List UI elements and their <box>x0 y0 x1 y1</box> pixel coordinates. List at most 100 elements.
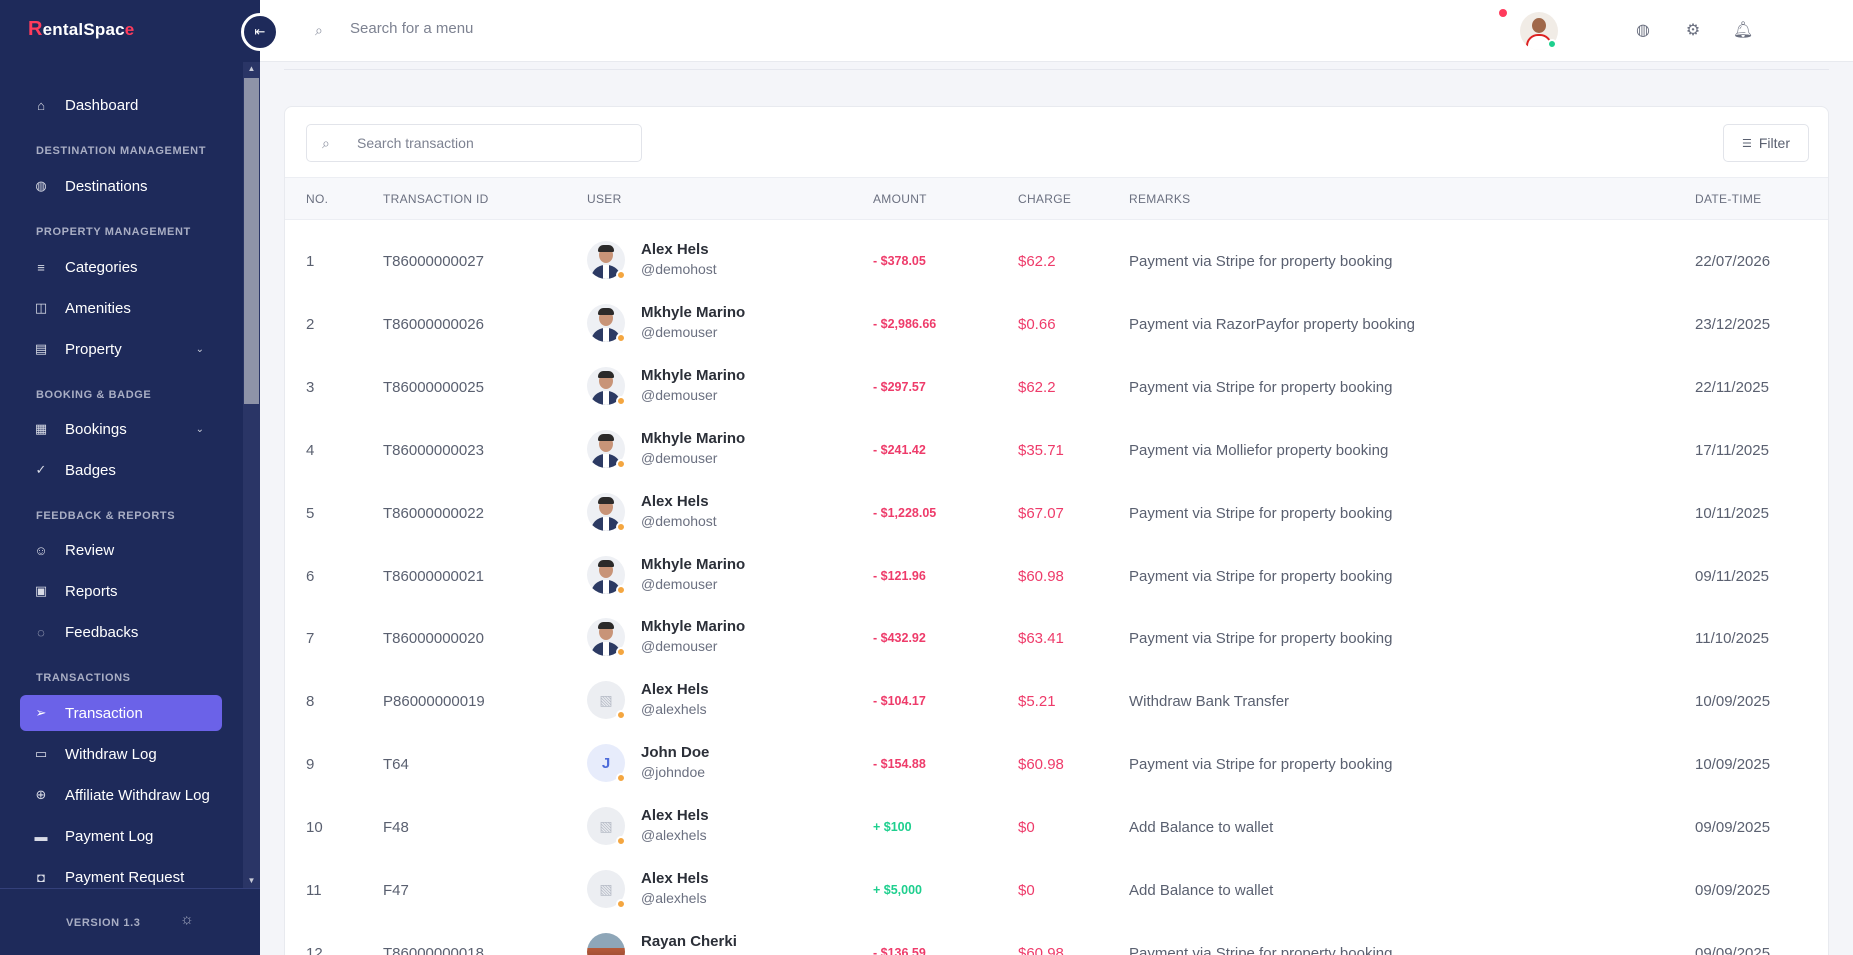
table-row[interactable]: 2 T86000000026 Mkhyle Marino @demouser - $2,… <box>285 294 1828 357</box>
avatar: J <box>587 744 625 783</box>
table-row[interactable]: 4 T86000000023 Mkhyle Marino @demouser - $24… <box>285 420 1828 483</box>
sidebar-item-label: Bookings <box>65 420 127 438</box>
divider <box>284 69 1829 70</box>
sidebar-item-bookings[interactable]: ▦ Bookings ⌄ <box>20 411 222 447</box>
table-row[interactable]: 6 T86000000021 Mkhyle Marino @demouser - $12… <box>285 546 1828 609</box>
date-time: 10/11/2025 <box>1695 504 1769 522</box>
section-label: DESTINATION MANAGEMENT <box>36 145 207 157</box>
scroll-down-icon[interactable]: ▼ <box>247 876 256 885</box>
row-number: 5 <box>306 504 315 522</box>
sidebar-item-label: Feedbacks <box>65 623 139 641</box>
sidebar-item-feedbacks[interactable]: ◌ Feedbacks <box>20 614 222 650</box>
row-number: 2 <box>306 315 315 333</box>
sidebar-item-amenities[interactable]: ◫ Amenities <box>20 290 222 326</box>
money-icon: ◘ <box>37 869 45 885</box>
sidebar-item-transaction[interactable]: ➢ Transaction <box>20 695 222 731</box>
date-time: 10/09/2025 <box>1695 693 1771 711</box>
remarks: Payment via Molliefor property booking <box>1129 441 1389 459</box>
image-placeholder-icon: ▧ <box>599 691 613 708</box>
sun-icon[interactable]: ☼ <box>180 911 194 928</box>
amenities-icon: ◫ <box>34 300 48 315</box>
sidebar-item-label: Reports <box>65 582 118 600</box>
table-row[interactable]: 11 F47 ▧ Alex Hels @alexhels + $5,000 $0 Add Ba… <box>285 860 1828 923</box>
sidebar-item-label: Payment Request <box>65 868 185 886</box>
table-row[interactable]: 5 T86000000022 Alex Hels @demohost - $1,228.… <box>285 483 1828 546</box>
amount: - $136.59 <box>873 945 926 955</box>
sidebar-item-affiliate-withdraw-log[interactable]: ⊕ Affiliate Withdraw Log <box>20 777 222 813</box>
transaction-search-input[interactable] <box>357 135 627 151</box>
column-header-amount[interactable]: AMOUNT <box>873 192 927 206</box>
scroll-up-icon[interactable]: ▲ <box>247 64 256 73</box>
amount: - $432.92 <box>873 631 926 646</box>
column-header-transaction-id[interactable]: TRANSACTION ID <box>383 192 489 206</box>
bell-icon[interactable]: 🔔︎ <box>1732 22 1754 39</box>
image-placeholder-icon: ▧ <box>599 817 613 834</box>
table-row[interactable]: 10 F48 ▧ Alex Hels @alexhels + $100 $0 Add Bala… <box>285 797 1828 860</box>
transaction-id: T86000000021 <box>383 567 484 585</box>
avatar <box>587 492 625 531</box>
date-time: 09/09/2025 <box>1695 882 1771 899</box>
row-number: 10 <box>306 819 323 837</box>
sidebar-item-property[interactable]: ▤ Property ⌄ <box>20 331 222 367</box>
globe-icon[interactable]: ◍ <box>1636 22 1650 39</box>
row-number: 1 <box>306 253 315 270</box>
sidebar-item-categories[interactable]: ≡ Categories <box>20 249 222 285</box>
user-handle: @demouser <box>641 575 718 592</box>
amount: - $2,986.66 <box>873 316 937 331</box>
avatar <box>587 366 625 405</box>
sidebar-item-destinations[interactable]: ◍ Destinations <box>20 168 222 204</box>
user-status-dot <box>616 458 626 469</box>
remarks: Add Balance to wallet <box>1129 819 1274 837</box>
row-number: 11 <box>306 882 322 899</box>
sidebar-item-badges[interactable]: ✓ Badges <box>20 452 222 488</box>
table-row[interactable]: 7 T86000000020 Mkhyle Marino @demouser - $43… <box>285 608 1828 671</box>
column-header-remarks[interactable]: REMARKS <box>1129 192 1191 206</box>
column-header-charge[interactable]: CHARGE <box>1018 192 1072 206</box>
menu-search-input[interactable] <box>350 20 650 37</box>
user-status-dot <box>616 899 626 909</box>
filter-icon: ☰ <box>1742 137 1752 150</box>
column-header-user[interactable]: USER <box>587 192 622 206</box>
table-row[interactable]: 3 T86000000025 Mkhyle Marino @demouser - $29… <box>285 357 1828 420</box>
brand-logo[interactable]: RentalSpace <box>28 18 135 40</box>
user-status-dot <box>616 773 626 784</box>
table-row[interactable]: 1 T86000000027 Alex Hels @demohost - $378.05… <box>285 231 1828 294</box>
charge: $35.71 <box>1018 441 1064 459</box>
remarks: Payment via Stripe for property booking <box>1129 756 1393 774</box>
remarks: Payment via Stripe for property booking <box>1129 378 1393 396</box>
gear-icon[interactable]: ⚙ <box>1685 22 1701 39</box>
column-header-date-time[interactable]: DATE-TIME <box>1695 192 1762 206</box>
sidebar-item-reports[interactable]: ▣ Reports <box>20 573 222 609</box>
collapse-sidebar-button[interactable]: ⇤ <box>241 13 279 51</box>
user-name: Rayan Cherki <box>641 932 737 950</box>
sidebar-item-payment-log[interactable]: ▬ Payment Log <box>20 818 222 854</box>
avatar-initial: J <box>601 754 611 772</box>
table-row[interactable]: 9 T64 J John Doe @johndoe - $154.88 $60.98 Paym… <box>285 734 1828 797</box>
transaction-id: T86000000020 <box>383 630 484 648</box>
sidebar-item-dashboard[interactable]: ⌂ Dashboard <box>20 87 222 123</box>
sidebar-item-payment-request[interactable]: ◘ Payment Request <box>20 859 222 888</box>
sidebar-item-review[interactable]: ☺ Review <box>20 532 222 568</box>
remarks: Payment via RazorPayfor property booking <box>1129 315 1415 333</box>
sidebar-item-label: Review <box>65 541 115 559</box>
table-row[interactable]: 12 T86000000018 Rayan Cherki @rayanCherki - … <box>285 923 1828 955</box>
amount: + $100 <box>873 820 912 835</box>
online-status-dot <box>1547 39 1557 49</box>
user-status-dot <box>616 395 626 406</box>
user-handle: @demouser <box>641 638 718 655</box>
charge: $67.07 <box>1018 504 1064 522</box>
date-time: 23/12/2025 <box>1695 315 1771 333</box>
amount: - $154.88 <box>873 757 926 772</box>
sidebar-item-withdraw-log[interactable]: ▭ Withdraw Log <box>20 736 222 772</box>
section-label: BOOKING & BADGE <box>36 389 152 401</box>
amount: - $297.57 <box>873 379 926 394</box>
chevron-down-icon: ⌄ <box>195 423 204 435</box>
charge: $60.98 <box>1018 944 1064 955</box>
transaction-id: F48 <box>383 819 409 837</box>
remarks: Payment via Stripe for property booking <box>1129 253 1393 270</box>
image-placeholder-icon: ▧ <box>599 880 613 897</box>
column-header-no[interactable]: NO. <box>306 192 329 206</box>
filter-button[interactable]: ☰ Filter <box>1723 124 1809 162</box>
sidebar-scrollbar-thumb[interactable] <box>244 78 259 404</box>
table-row[interactable]: 8 P86000000019 ▧ Alex Hels @alexhels - $104.1… <box>285 671 1828 734</box>
